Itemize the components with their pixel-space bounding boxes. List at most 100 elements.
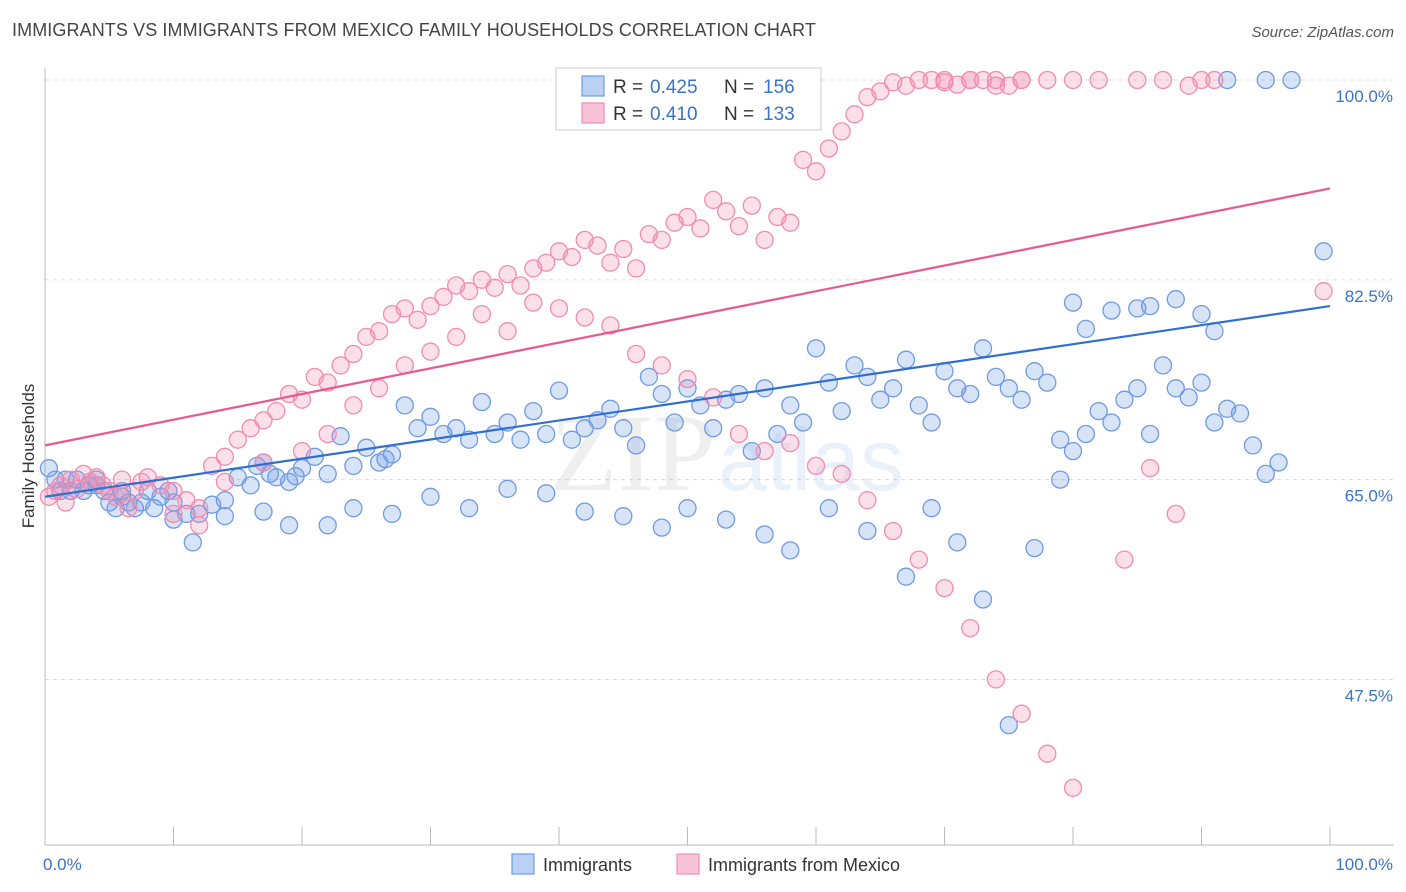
point-mexico-11 — [106, 487, 125, 506]
point-immigrants-66 — [704, 419, 723, 438]
point-mexico-101 — [421, 342, 440, 361]
point-mexico-26 — [267, 401, 286, 421]
point-immigrants-128 — [678, 499, 697, 518]
point-mexico-70 — [832, 122, 851, 141]
point-mexico-107 — [575, 308, 594, 327]
point-mexico-99 — [369, 379, 389, 398]
point-mexico-131 — [935, 70, 954, 90]
point-mexico-45 — [511, 276, 530, 295]
point-mexico-30 — [318, 373, 337, 392]
point-mexico-21 — [202, 456, 222, 476]
point-mexico-126 — [1063, 778, 1083, 798]
point-immigrants-62 — [652, 384, 671, 404]
trend-line-immigrants — [44, 304, 1331, 498]
point-immigrants-133 — [858, 521, 877, 541]
y-tick-label-3: 100.0% — [1335, 87, 1393, 106]
chart-title: IMMIGRANTS VS IMMIGRANTS FROM MEXICO FAM… — [12, 20, 816, 40]
point-mexico-69 — [819, 139, 839, 158]
point-mexico-39 — [434, 287, 453, 307]
point-immigrants-124 — [537, 484, 556, 503]
point-mexico-64 — [755, 230, 774, 250]
point-immigrants-35 — [318, 464, 337, 484]
point-immigrants-141 — [1063, 293, 1083, 312]
point-immigrants-127 — [652, 518, 671, 537]
point-immigrants-131 — [781, 541, 800, 560]
point-mexico-23 — [228, 430, 247, 449]
point-mexico-121 — [935, 578, 954, 598]
point-immigrants-88 — [986, 367, 1006, 387]
point-immigrants-98 — [1115, 390, 1134, 409]
point-immigrants-147 — [1192, 304, 1211, 324]
point-immigrants-54 — [549, 381, 569, 400]
point-mexico-108 — [601, 316, 620, 335]
point-immigrants-100 — [1140, 424, 1160, 444]
point-mexico-124 — [1012, 704, 1031, 723]
point-mexico-114 — [755, 441, 774, 461]
point-mexico-62 — [729, 216, 749, 236]
point-immigrants-150 — [1256, 70, 1275, 90]
point-immigrants-125 — [575, 502, 594, 521]
point-immigrants-117 — [279, 516, 299, 535]
point-immigrants-89 — [999, 379, 1018, 398]
point-mexico-89 — [1153, 70, 1173, 90]
point-immigrants-41 — [382, 445, 402, 464]
point-immigrants-151 — [1282, 70, 1301, 90]
series-mexico-points — [39, 70, 1333, 798]
point-mexico-128 — [1140, 459, 1160, 478]
point-mexico-119 — [883, 521, 903, 541]
point-immigrants-145 — [1140, 296, 1160, 316]
point-immigrants-126 — [614, 507, 633, 526]
point-immigrants-119 — [344, 499, 363, 518]
point-immigrants-103 — [1179, 388, 1198, 407]
trend-line-mexico — [44, 187, 1331, 447]
point-immigrants-142 — [1076, 319, 1096, 339]
point-immigrants-148 — [1205, 322, 1224, 341]
point-immigrants-51 — [511, 430, 530, 449]
point-mexico-91 — [1192, 70, 1211, 90]
point-immigrants-76 — [832, 401, 851, 421]
point-immigrants-90 — [1012, 390, 1031, 409]
point-immigrants-42 — [395, 396, 414, 415]
point-immigrants-71 — [768, 424, 787, 444]
point-mexico-106 — [549, 299, 569, 318]
point-immigrants-149 — [1218, 70, 1237, 90]
point-immigrants-64 — [678, 379, 697, 398]
point-immigrants-121 — [421, 487, 440, 506]
point-mexico-127 — [1115, 550, 1134, 569]
point-immigrants-130 — [755, 525, 774, 544]
point-immigrants-113 — [164, 510, 183, 529]
point-immigrants-72 — [781, 396, 800, 415]
point-mexico-13 — [119, 499, 138, 518]
point-mexico-109 — [626, 344, 646, 364]
point-immigrants-75 — [819, 373, 839, 392]
point-mexico-44 — [498, 264, 517, 284]
point-immigrants-146 — [1166, 290, 1185, 309]
point-immigrants-86 — [961, 384, 980, 404]
point-mexico-94 — [215, 472, 235, 492]
point-mexico-60 — [704, 190, 723, 210]
gridlines — [45, 79, 1394, 680]
trend-lines — [44, 187, 1331, 498]
point-immigrants-97 — [1102, 413, 1121, 432]
point-immigrants-81 — [896, 350, 916, 369]
point-immigrants-107 — [1230, 404, 1250, 423]
point-mexico-130 — [1314, 282, 1333, 301]
series-immigrants-points — [39, 70, 1333, 735]
point-immigrants-120 — [382, 504, 402, 524]
point-immigrants-48 — [472, 392, 492, 412]
point-mexico-117 — [832, 464, 851, 484]
y-axis-title: Family Households — [19, 384, 38, 529]
point-mexico-86 — [1063, 70, 1083, 90]
point-mexico-105 — [524, 293, 543, 312]
point-immigrants-44 — [421, 407, 440, 426]
point-immigrants-140 — [1051, 470, 1070, 489]
point-immigrants-116 — [254, 502, 273, 521]
point-immigrants-52 — [524, 401, 543, 421]
point-immigrants-53 — [537, 424, 556, 444]
point-immigrants-118 — [318, 516, 337, 535]
point-mexico-87 — [1089, 70, 1108, 90]
legend-swatch-mexico — [581, 102, 605, 124]
point-immigrants-109 — [1256, 464, 1275, 484]
point-immigrants-77 — [845, 356, 864, 375]
